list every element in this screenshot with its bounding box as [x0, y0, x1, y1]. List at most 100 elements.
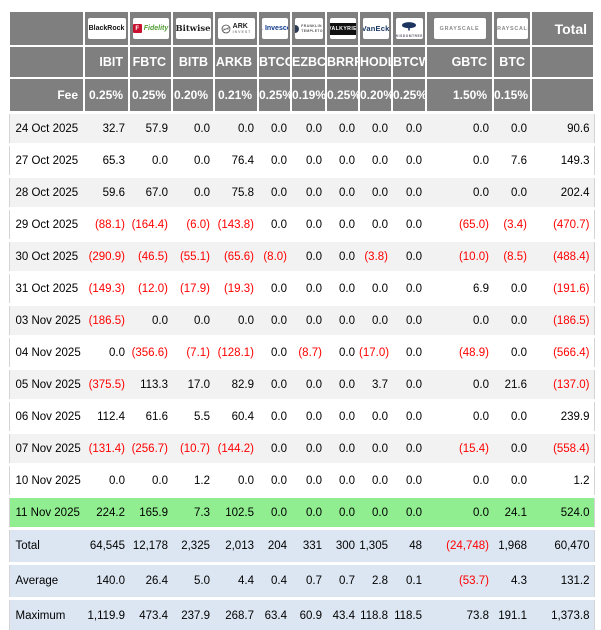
value-cell: 64,545 [84, 527, 129, 564]
row-total-cell: 149.3 [531, 143, 594, 177]
value-cell: 0.0 [392, 143, 426, 177]
value-cell: 0.0 [326, 495, 359, 529]
value-cell: 0.0 [172, 143, 214, 177]
ticker-btco: BTCO [257, 45, 292, 79]
value-cell: 268.7 [214, 597, 258, 630]
value-cell: (290.9) [84, 239, 129, 273]
corner-cell [8, 45, 85, 79]
value-cell: 0.0 [359, 495, 392, 529]
value-cell: 12,178 [129, 527, 172, 564]
value-cell: 1,968 [493, 527, 531, 564]
value-cell: 0.0 [426, 303, 493, 337]
value-cell: 0.0 [291, 143, 326, 177]
date-cell: 31 Oct 2025 [9, 271, 84, 305]
value-cell: (10.7) [172, 431, 214, 465]
value-cell: (15.4) [426, 431, 493, 465]
fee-ezbc: 0.19% [290, 77, 327, 114]
value-cell: 0.0 [493, 335, 531, 369]
value-cell: 0.0 [359, 303, 392, 337]
ticker-bitb: BITB [171, 45, 215, 79]
value-cell: 0.0 [326, 463, 359, 497]
value-cell: 118.5 [392, 597, 426, 630]
row-total-cell: (186.5) [531, 303, 594, 337]
fee-row-label: Fee [8, 77, 85, 114]
date-cell: 07 Nov 2025 [9, 431, 84, 465]
value-cell: 1,119.9 [84, 597, 129, 630]
value-cell: (88.1) [84, 207, 129, 241]
value-cell: 0.0 [326, 207, 359, 241]
row-total-cell: 524.0 [531, 495, 594, 529]
value-cell: (53.7) [426, 562, 493, 599]
issuer-cell-bitwise: Bitwise [171, 10, 215, 47]
value-cell: 5.0 [172, 562, 214, 599]
corner-cell [8, 10, 85, 47]
fee-ibit: 0.25% [83, 77, 130, 114]
value-cell: (3.4) [493, 207, 531, 241]
value-cell: 0.0 [291, 111, 326, 145]
value-cell: 1,305 [359, 527, 392, 564]
value-cell: 26.4 [129, 562, 172, 599]
value-cell: 0.0 [392, 367, 426, 401]
ticker-btc: BTC [492, 45, 532, 79]
value-cell: 4.4 [214, 562, 258, 599]
value-cell: (3.8) [359, 239, 392, 273]
ticker-row: IBIT FBTC BITB ARKB BTCO EZBC BRRR HODL … [8, 45, 595, 79]
row-total-cell: 60,470 [531, 527, 594, 564]
date-cell: 10 Nov 2025 [9, 463, 84, 497]
fee-row: Fee 0.25% 0.25% 0.20% 0.21% 0.25% 0.19% … [8, 77, 595, 114]
value-cell: 204 [258, 527, 291, 564]
value-cell: 0.0 [129, 303, 172, 337]
value-cell: 0.0 [359, 175, 392, 209]
value-cell: 73.8 [426, 597, 493, 630]
value-cell: (128.1) [214, 335, 258, 369]
value-cell: 0.0 [214, 111, 258, 145]
value-cell: 0.0 [359, 463, 392, 497]
value-cell: 2.8 [359, 562, 392, 599]
ticker-brrr: BRRR [325, 45, 360, 79]
value-cell: 0.0 [326, 271, 359, 305]
value-cell: 300 [326, 527, 359, 564]
ark-wordmark: ARK INVEST [232, 22, 252, 34]
date-cell: 03 Nov 2025 [9, 303, 84, 337]
value-cell: 102.5 [214, 495, 258, 529]
value-cell: 0.0 [493, 271, 531, 305]
value-cell: 0.0 [326, 303, 359, 337]
value-cell: 0.0 [392, 431, 426, 465]
summary-row: Maximum 1,119.9 473.4 237.9 268.7 63.4 60.9 43.… [9, 597, 594, 630]
row-total-cell: (137.0) [531, 367, 594, 401]
value-cell: 65.3 [84, 143, 129, 177]
blackrock-wordmark: BlackRock [88, 25, 125, 32]
value-cell: 0.0 [258, 495, 291, 529]
value-cell: 0.0 [291, 207, 326, 241]
date-cell: 04 Nov 2025 [9, 335, 84, 369]
value-cell: (149.3) [84, 271, 129, 305]
value-cell: (8.0) [258, 239, 291, 273]
value-cell: 0.0 [392, 399, 426, 433]
value-cell: 112.4 [84, 399, 129, 433]
value-cell: 0.0 [84, 463, 129, 497]
value-cell: (65.6) [214, 239, 258, 273]
value-cell: (375.5) [84, 367, 129, 401]
value-cell: 21.6 [493, 367, 531, 401]
value-cell: (65.0) [426, 207, 493, 241]
value-cell: (55.1) [172, 239, 214, 273]
value-cell: 331 [291, 527, 326, 564]
value-cell: (17.0) [359, 335, 392, 369]
value-cell: 0.0 [326, 143, 359, 177]
value-cell: 0.0 [392, 303, 426, 337]
fee-gbtc: 1.50% [425, 77, 494, 114]
value-cell: 0.0 [493, 111, 531, 145]
issuer-cell-wisdomtree: WISDOMTREE [391, 10, 427, 47]
value-cell: 0.0 [291, 463, 326, 497]
issuer-cell-invesco: ▲ Invesco [257, 10, 292, 47]
value-cell: 76.4 [214, 143, 258, 177]
value-cell: 0.0 [291, 175, 326, 209]
value-cell: 63.4 [258, 597, 291, 630]
row-total-cell: (488.4) [531, 239, 594, 273]
value-cell: (256.7) [129, 431, 172, 465]
value-cell: 0.0 [359, 431, 392, 465]
value-cell: 0.0 [291, 303, 326, 337]
value-cell: 0.0 [258, 303, 291, 337]
value-cell: 24.1 [493, 495, 531, 529]
